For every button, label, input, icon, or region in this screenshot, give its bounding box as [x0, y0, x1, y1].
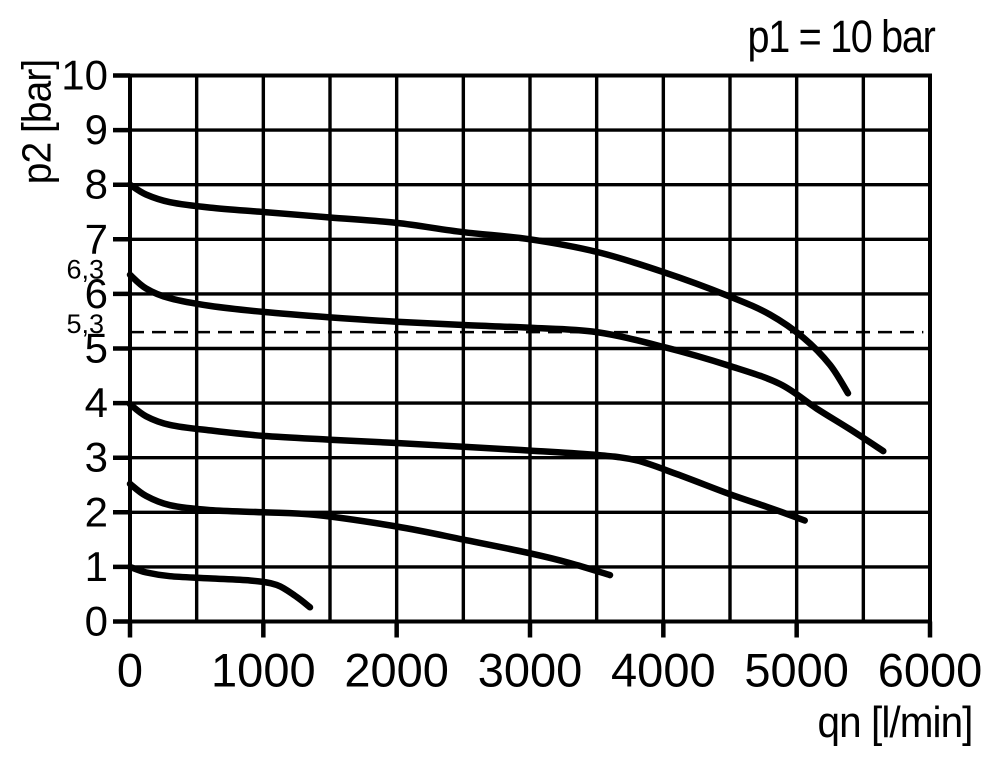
- x-tick-label: 2000: [344, 644, 449, 697]
- curve-p2-set-6.3-bar: [126, 271, 887, 455]
- y-tick-label: 3: [85, 434, 108, 481]
- y-tick-label: 7: [85, 215, 108, 262]
- x-tick-label: 3000: [478, 644, 583, 697]
- x-tick-label: 0: [117, 644, 143, 697]
- curve-p2-set-8-bar: [126, 181, 852, 397]
- y-tick-label: 6: [85, 270, 108, 317]
- y-tick-label: 5: [85, 325, 108, 372]
- y-tick-label: 4: [85, 379, 108, 426]
- curve-p2-set-1-bar: [126, 563, 314, 611]
- x-tick-label: 1000: [211, 644, 316, 697]
- y-tick-label: 2: [85, 488, 108, 535]
- y-tick-label: 9: [85, 106, 108, 153]
- y-tick-label: 8: [85, 161, 108, 208]
- x-tick-label: 6000: [878, 644, 983, 697]
- curve-p2-set-4-bar: [126, 400, 808, 524]
- y-tick-label: 0: [85, 598, 108, 645]
- x-axis-title: qn [l/min]: [817, 698, 974, 747]
- y-tick-label: 10: [61, 52, 108, 99]
- y-special-tick-label: 6,3: [66, 255, 104, 285]
- curve-p2-set-2.5-bar: [126, 480, 614, 579]
- y-special-tick-label: 5,3: [66, 309, 104, 339]
- y-tick-label: 1: [85, 543, 108, 590]
- x-tick-label: 5000: [744, 644, 849, 697]
- x-tick-label: 4000: [611, 644, 716, 697]
- chart-title: p1 = 10 bar: [747, 11, 935, 62]
